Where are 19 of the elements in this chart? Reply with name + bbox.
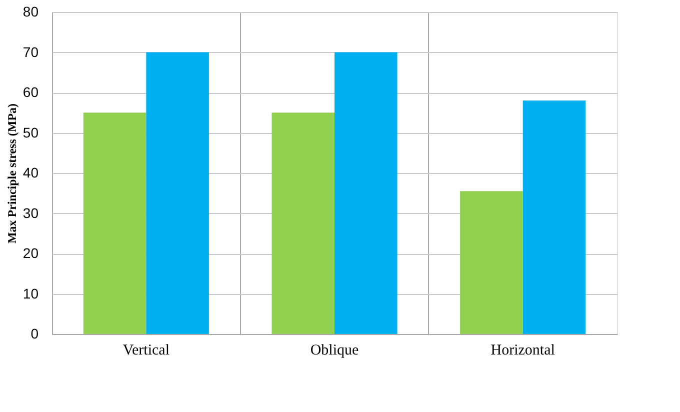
bar	[83, 112, 146, 334]
bar	[272, 112, 334, 334]
y-tick-label: 80	[22, 4, 39, 20]
y-tick-label: 60	[22, 84, 39, 100]
y-tick-label: 70	[22, 44, 39, 60]
y-tick-label: 20	[22, 245, 39, 261]
bar	[522, 100, 586, 334]
y-tick-label: 40	[22, 164, 39, 180]
x-tick-label: Horizontal	[490, 342, 555, 358]
y-tick-label: 50	[22, 124, 39, 140]
y-tick-label: 0	[30, 326, 39, 342]
y-tick-label: 10	[22, 285, 39, 302]
x-tick-label: Oblique	[310, 342, 360, 358]
bar	[460, 191, 523, 334]
x-tick-label: Vertical	[122, 342, 170, 358]
bar	[146, 52, 209, 334]
y-axis-title: Max Principle stress (MPa)	[4, 103, 19, 244]
bar	[334, 52, 398, 334]
y-tick-label: 30	[22, 204, 39, 221]
